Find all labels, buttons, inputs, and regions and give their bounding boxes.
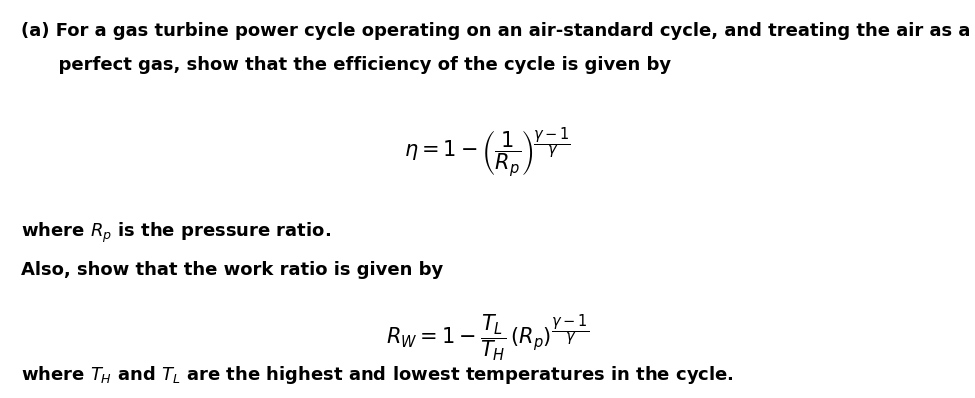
Text: $\eta = 1 - \left(\dfrac{1}{R_p}\right)^{\!\dfrac{\gamma-1}{\gamma}}$: $\eta = 1 - \left(\dfrac{1}{R_p}\right)^…	[404, 125, 571, 180]
Text: $R_W = 1 - \dfrac{T_L}{T_H}\,(R_p)^{\dfrac{\gamma-1}{\gamma}}$: $R_W = 1 - \dfrac{T_L}{T_H}\,(R_p)^{\dfr…	[386, 312, 589, 364]
Text: where $T_H$ and $T_L$ are the highest and lowest temperatures in the cycle.: where $T_H$ and $T_L$ are the highest an…	[21, 364, 734, 386]
Text: Also, show that the work ratio is given by: Also, show that the work ratio is given …	[21, 261, 444, 279]
Text: where $R_p$ is the pressure ratio.: where $R_p$ is the pressure ratio.	[21, 221, 332, 245]
Text: perfect gas, show that the efficiency of the cycle is given by: perfect gas, show that the efficiency of…	[21, 56, 672, 74]
Text: (a) For a gas turbine power cycle operating on an air-standard cycle, and treati: (a) For a gas turbine power cycle operat…	[21, 22, 971, 40]
